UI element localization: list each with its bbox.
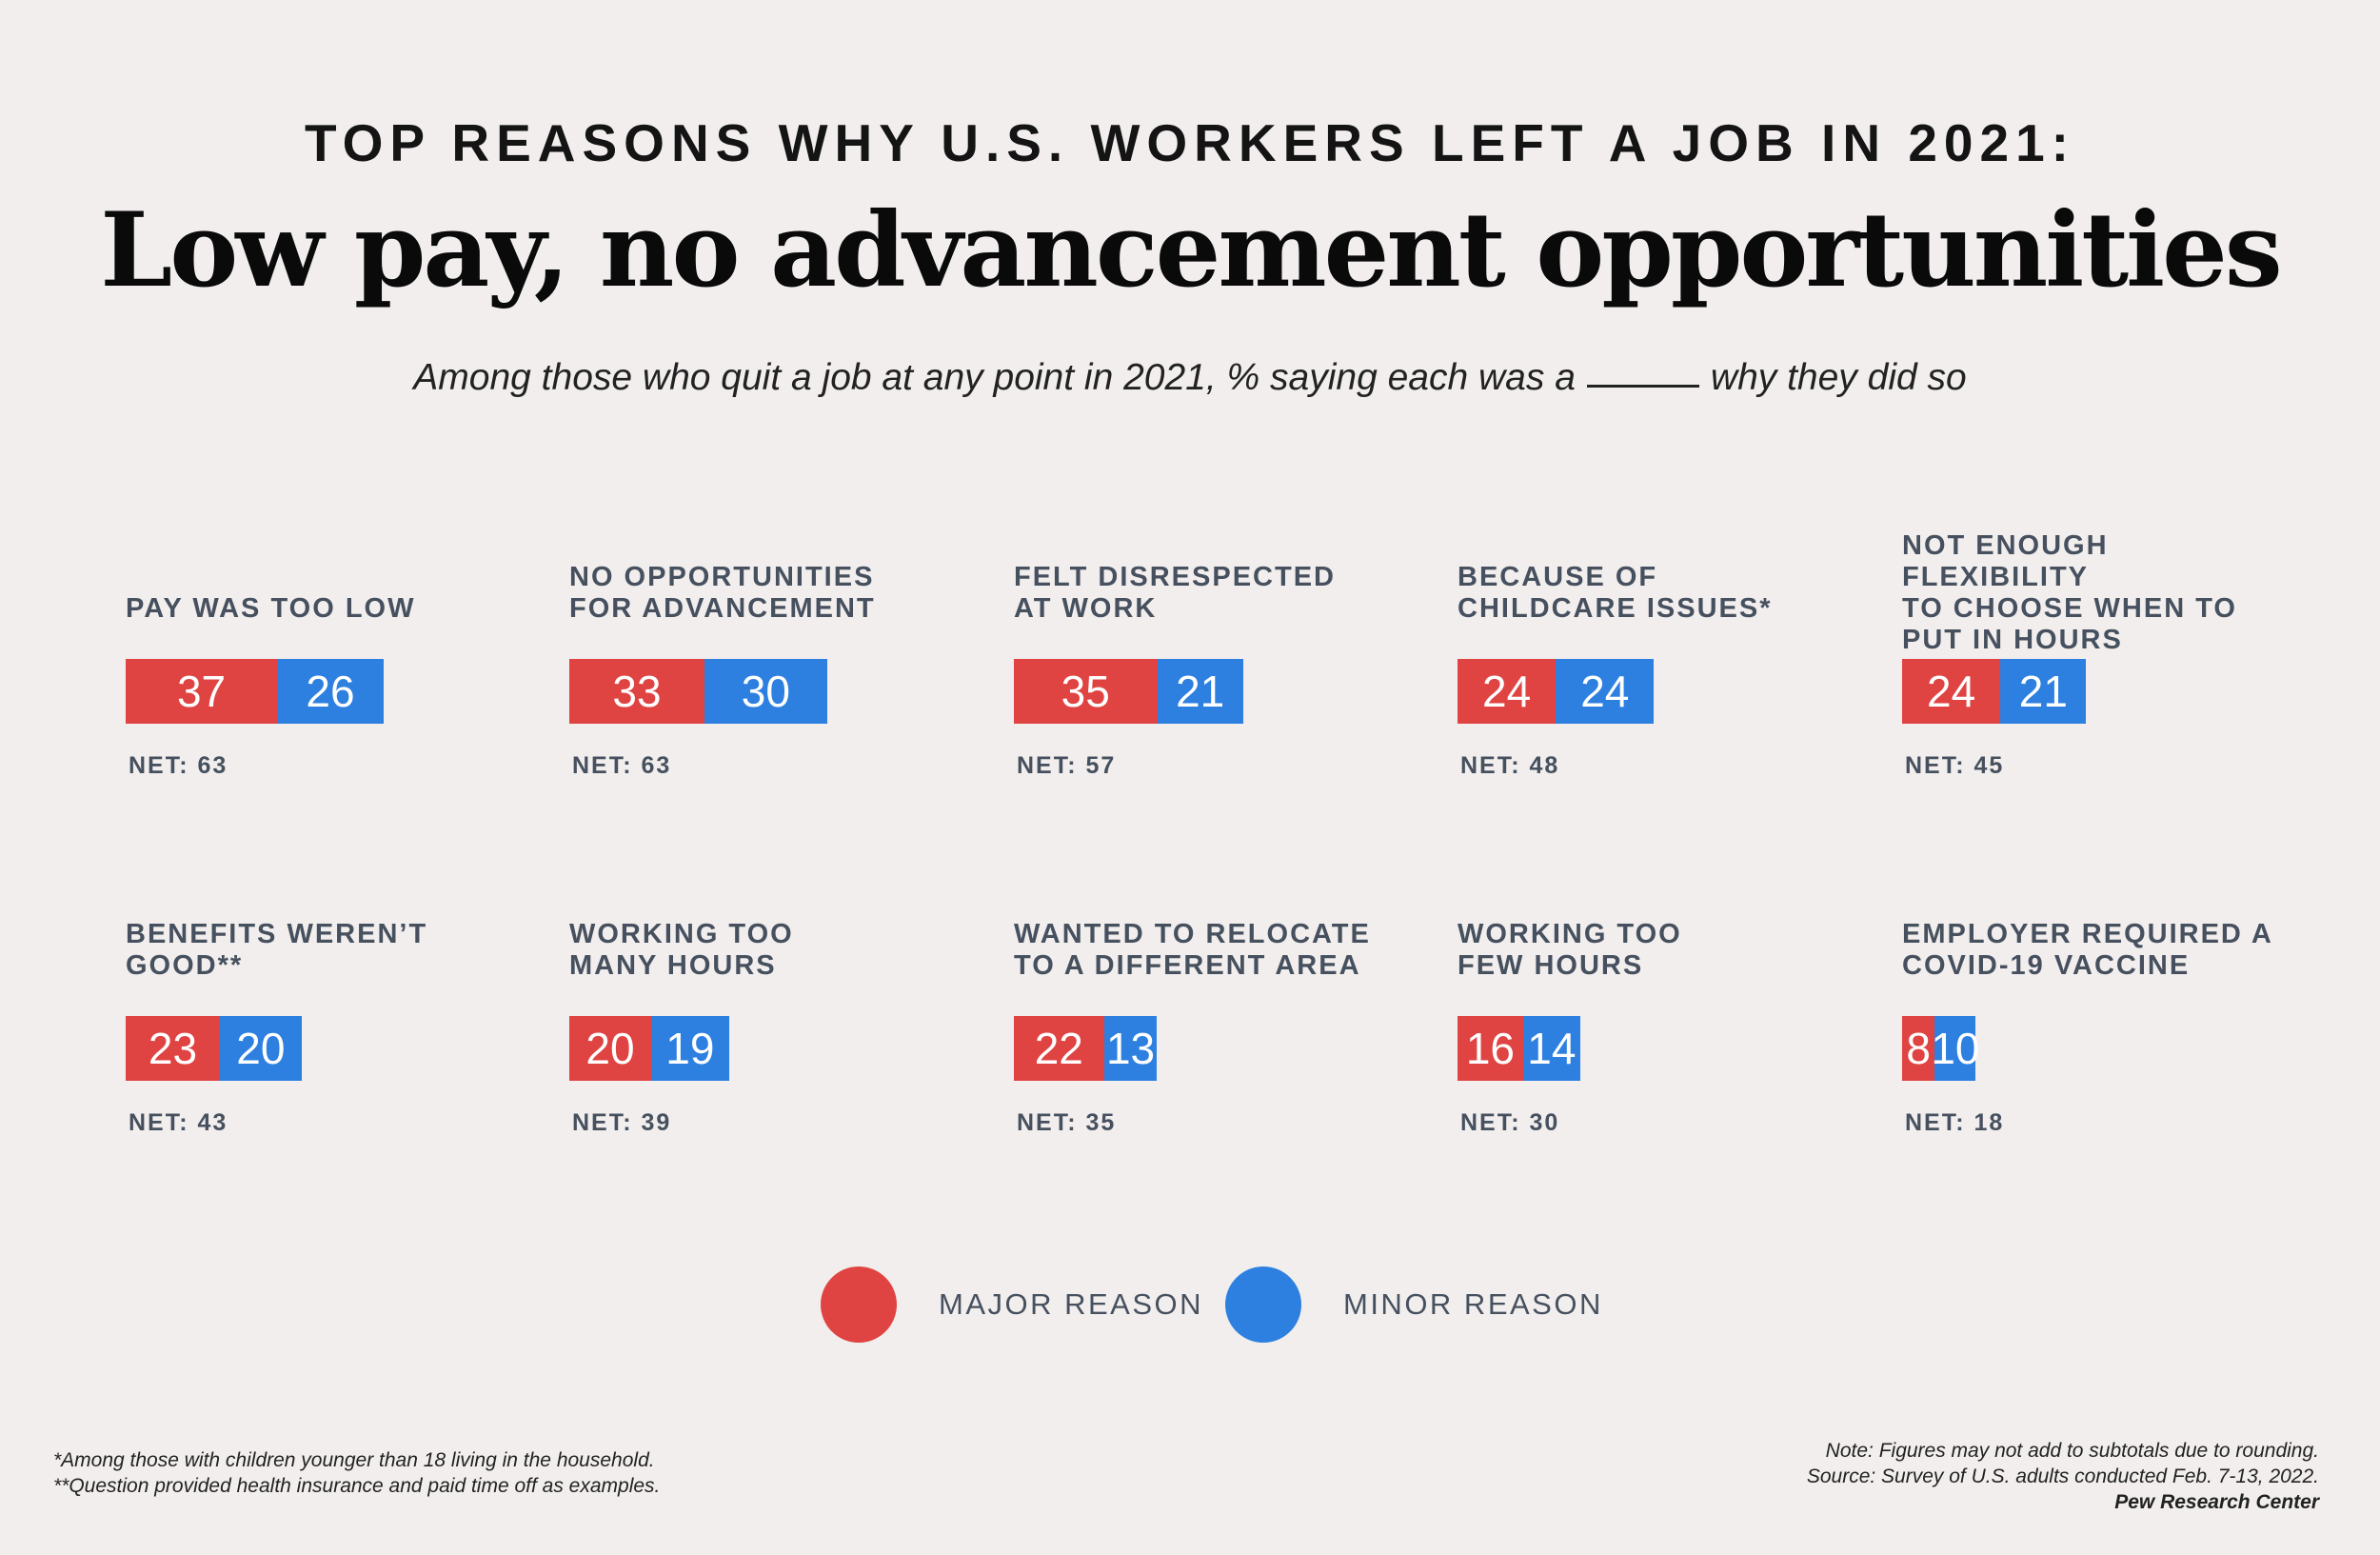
reason-label: NO OPPORTUNITIES FOR ADVANCEMENT <box>569 562 969 625</box>
major-reason-bar: 16 <box>1458 1016 1523 1081</box>
net-value: NET: 35 <box>1017 1109 1117 1136</box>
rounding-note: Note: Figures may not add to subtotals d… <box>1825 1440 2319 1462</box>
reason-label-line: AT WORK <box>1014 593 1158 624</box>
reason-label-line: NOT ENOUGH FLEXIBILITY <box>1902 530 2109 592</box>
reason-label-line: MANY HOURS <box>569 950 777 981</box>
legend-minor-swatch <box>1225 1266 1301 1343</box>
minor-reason-bar: 26 <box>277 659 384 724</box>
reason-label-line: TO A DIFFERENT AREA <box>1014 950 1361 981</box>
net-value: NET: 30 <box>1460 1109 1560 1136</box>
minor-reason-bar: 10 <box>1931 1016 1979 1081</box>
major-reason-bar: 24 <box>1458 659 1557 724</box>
legend-minor: MINOR REASON <box>1225 1266 1603 1343</box>
reason-label-line: COVID-19 VACCINE <box>1902 950 2191 981</box>
major-reason-bar: 37 <box>126 659 278 724</box>
major-reason-bar: 22 <box>1014 1016 1104 1081</box>
net-value: NET: 57 <box>1017 752 1117 779</box>
brand-name: Pew Research Center <box>2114 1491 2319 1513</box>
reason-label-line: PUT IN HOURS <box>1902 625 2123 655</box>
reason-label: FELT DISRESPECTED AT WORK <box>1014 562 1414 625</box>
reason-label-line: CHILDCARE ISSUES* <box>1458 593 1773 624</box>
reason-label: WORKING TOO FEW HOURS <box>1458 919 1857 982</box>
legend-major: MAJOR REASON <box>821 1266 1203 1343</box>
reason-label-line: TO CHOOSE WHEN TO <box>1902 593 2237 624</box>
net-value: NET: 18 <box>1905 1109 2005 1136</box>
net-value: NET: 43 <box>129 1109 228 1136</box>
reason-label: WORKING TOO MANY HOURS <box>569 919 969 982</box>
reason-label: WANTED TO RELOCATE TO A DIFFERENT AREA <box>1014 919 1414 982</box>
source-notes: Note: Figures may not add to subtotals d… <box>1807 1438 2319 1515</box>
reason-label-line: FEW HOURS <box>1458 950 1644 981</box>
net-value: NET: 63 <box>129 752 228 779</box>
net-value: NET: 45 <box>1905 752 2005 779</box>
net-value: NET: 48 <box>1460 752 1560 779</box>
reason-label-line: NO OPPORTUNITIES <box>569 562 875 592</box>
source-line: Source: Survey of U.S. adults conducted … <box>1806 1465 2319 1487</box>
reason-label-line: GOOD** <box>126 950 244 981</box>
subtitle-after: why they did so <box>1710 357 1967 398</box>
stacked-bar: 24 24 <box>1458 659 1655 724</box>
net-value: NET: 39 <box>572 1109 672 1136</box>
subtitle-before: Among those who quit a job at any point … <box>413 357 1576 398</box>
footnote-childcare: *Among those with children younger than … <box>53 1449 655 1471</box>
chart-title: Low pay, no advancement opportunities <box>100 190 2282 310</box>
minor-reason-bar: 20 <box>219 1016 302 1081</box>
minor-reason-bar: 14 <box>1522 1016 1580 1081</box>
reason-label-line: BENEFITS WEREN’T <box>126 919 428 949</box>
minor-reason-bar: 24 <box>1556 659 1655 724</box>
subtitle-blank <box>1586 385 1699 388</box>
minor-reason-bar: 21 <box>1157 659 1243 724</box>
reason-label: BENEFITS WEREN’T GOOD** <box>126 919 526 982</box>
chart-subtitle: Among those who quit a job at any point … <box>0 357 2380 399</box>
reason-label-line: WORKING TOO <box>569 919 794 949</box>
reason-label-line: WANTED TO RELOCATE <box>1014 919 1371 949</box>
major-reason-bar: 24 <box>1902 659 2001 724</box>
reason-label-line: PAY WAS TOO LOW <box>126 593 416 624</box>
net-value: NET: 63 <box>572 752 672 779</box>
stacked-bar: 22 13 <box>1014 1016 1158 1081</box>
reason-label-line: FELT DISRESPECTED <box>1014 562 1336 592</box>
minor-reason-bar: 19 <box>651 1016 729 1081</box>
reason-label-line: BECAUSE OF <box>1458 562 1658 592</box>
legend-major-swatch <box>821 1266 897 1343</box>
reason-label: PAY WAS TOO LOW <box>126 593 526 625</box>
legend-minor-label: MINOR REASON <box>1343 1287 1603 1321</box>
reason-label: EMPLOYER REQUIRED A COVID-19 VACCINE <box>1902 919 2302 982</box>
reason-label-line: WORKING TOO <box>1458 919 1682 949</box>
reason-label: NOT ENOUGH FLEXIBILITY TO CHOOSE WHEN TO P… <box>1902 530 2302 656</box>
major-reason-bar: 23 <box>126 1016 220 1081</box>
minor-reason-bar: 21 <box>2000 659 2087 724</box>
major-reason-bar: 33 <box>569 659 704 724</box>
stacked-bar: 33 30 <box>569 659 827 724</box>
minor-reason-bar: 30 <box>704 659 827 724</box>
stacked-bar: 24 21 <box>1902 659 2087 724</box>
stacked-bar: 23 20 <box>126 1016 302 1081</box>
major-reason-bar: 35 <box>1014 659 1158 724</box>
legend-major-label: MAJOR REASON <box>939 1287 1204 1321</box>
stacked-bar: 20 19 <box>569 1016 729 1081</box>
footnotes: *Among those with children younger than … <box>53 1447 660 1499</box>
stacked-bar: 37 26 <box>126 659 384 724</box>
reason-label-line: FOR ADVANCEMENT <box>569 593 876 624</box>
stacked-bar: 8 10 <box>1902 1016 1979 1081</box>
reason-label: BECAUSE OF CHILDCARE ISSUES* <box>1458 562 1857 625</box>
major-reason-bar: 20 <box>569 1016 651 1081</box>
footnote-benefits: **Question provided health insurance and… <box>53 1475 661 1497</box>
stacked-bar: 35 21 <box>1014 659 1243 724</box>
chart-kicker: TOP REASONS WHY U.S. WORKERS LEFT A JOB … <box>305 113 2075 172</box>
major-reason-bar: 8 <box>1902 1016 1935 1081</box>
reason-label-line: EMPLOYER REQUIRED A <box>1902 919 2273 949</box>
stacked-bar: 16 14 <box>1458 1016 1580 1081</box>
minor-reason-bar: 13 <box>1103 1016 1158 1081</box>
